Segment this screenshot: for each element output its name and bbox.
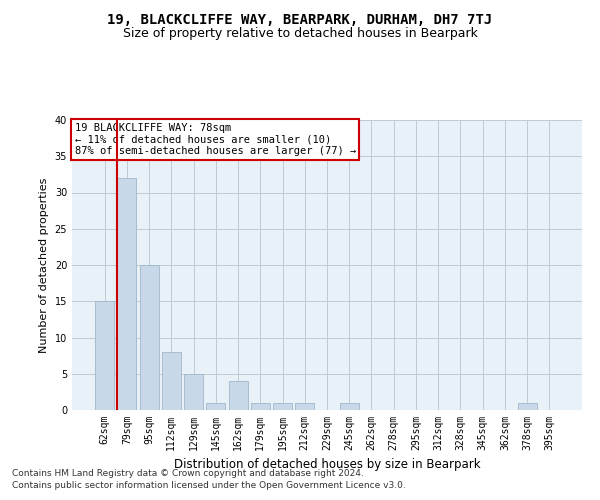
- Text: 19, BLACKCLIFFE WAY, BEARPARK, DURHAM, DH7 7TJ: 19, BLACKCLIFFE WAY, BEARPARK, DURHAM, D…: [107, 12, 493, 26]
- Bar: [273, 403, 292, 410]
- Bar: [206, 403, 225, 410]
- Bar: [162, 352, 181, 410]
- Bar: [95, 301, 114, 410]
- Text: 19 BLACKCLIFFE WAY: 78sqm
← 11% of detached houses are smaller (10)
87% of semi-: 19 BLACKCLIFFE WAY: 78sqm ← 11% of detac…: [74, 123, 356, 156]
- Bar: [229, 381, 248, 410]
- X-axis label: Distribution of detached houses by size in Bearpark: Distribution of detached houses by size …: [173, 458, 481, 471]
- Text: Contains HM Land Registry data © Crown copyright and database right 2024.: Contains HM Land Registry data © Crown c…: [12, 468, 364, 477]
- Text: Contains public sector information licensed under the Open Government Licence v3: Contains public sector information licen…: [12, 481, 406, 490]
- Bar: [340, 403, 359, 410]
- Bar: [518, 403, 536, 410]
- Bar: [118, 178, 136, 410]
- Bar: [295, 403, 314, 410]
- Text: Size of property relative to detached houses in Bearpark: Size of property relative to detached ho…: [122, 28, 478, 40]
- Y-axis label: Number of detached properties: Number of detached properties: [39, 178, 49, 352]
- Bar: [140, 265, 158, 410]
- Bar: [184, 374, 203, 410]
- Bar: [251, 403, 270, 410]
